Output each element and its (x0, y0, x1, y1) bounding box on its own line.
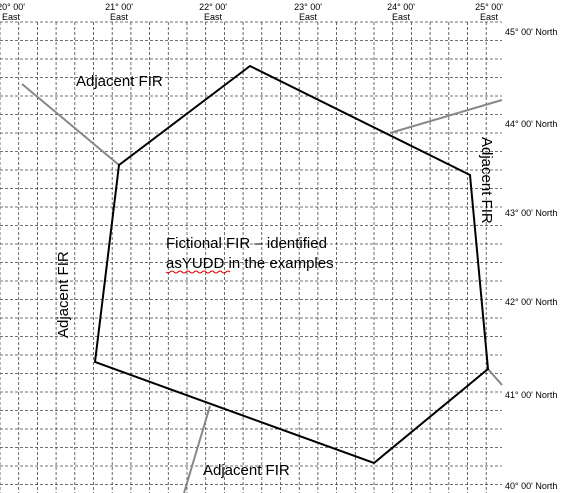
adjacent-fir-label-west: Adjacent FIR (55, 251, 72, 338)
fir-description-suffix: in the examples (224, 255, 333, 272)
fictional-fir-description: Fictional FIR – identified asYUDD in the… (165, 235, 334, 274)
fir-designator-code: YUDD (182, 255, 225, 272)
fictional-fir-boundary (93, 64, 490, 465)
fir-description-line2: asYUDD in the examples (166, 255, 334, 272)
lon-label-22-deg: 22° 00' (199, 2, 227, 12)
adjacent-boundary-southeast (487, 368, 503, 386)
adjacent-boundary-northeast (389, 99, 503, 134)
lon-label-25-dir: East (480, 12, 499, 22)
lon-label-20-deg: 20° 00' (0, 2, 25, 12)
lat-label-40: 40° 00' North (505, 481, 557, 491)
lon-label-24-dir: East (392, 12, 411, 22)
adjacent-boundary-west (21, 83, 120, 166)
lon-label-23-deg: 23° 00' (294, 2, 322, 12)
lon-label-20-dir: East (2, 12, 21, 22)
lat-label-43: 43° 00' North (505, 208, 557, 218)
lon-label-23-dir: East (299, 12, 318, 22)
lon-label-21-deg: 21° 00' (105, 2, 133, 12)
lon-label-24-deg: 24° 00' (387, 2, 415, 12)
adjacent-boundary-southwest (183, 405, 211, 493)
latitude-labels: 45° 00' North 44° 00' North 43° 00' Nort… (505, 27, 557, 491)
adjacent-fir-label-south: Adjacent FIR (203, 462, 290, 479)
adjacent-fir-label-north: Adjacent FIR (76, 73, 163, 90)
lon-label-25-deg: 25° 00' (475, 2, 503, 12)
lat-label-42: 42° 00' North (505, 297, 557, 307)
longitude-labels: 20° 00' East 21° 00' East 22° 00' East 2… (0, 2, 503, 22)
lat-label-44: 44° 00' North (505, 119, 557, 129)
adjacent-fir-label-east: Adjacent FIR (478, 137, 495, 224)
fir-description-line1: Fictional FIR – identified (166, 235, 327, 252)
lon-label-22-dir: East (204, 12, 223, 22)
spellcheck-underline (165, 270, 231, 274)
lat-label-41: 41° 00' North (505, 390, 557, 400)
graticule-grid (0, 21, 502, 493)
fir-description-prefix: as (166, 255, 182, 272)
adjacent-fir-boundaries (21, 83, 503, 493)
lon-label-21-dir: East (110, 12, 129, 22)
lat-label-45: 45° 00' North (505, 27, 557, 37)
